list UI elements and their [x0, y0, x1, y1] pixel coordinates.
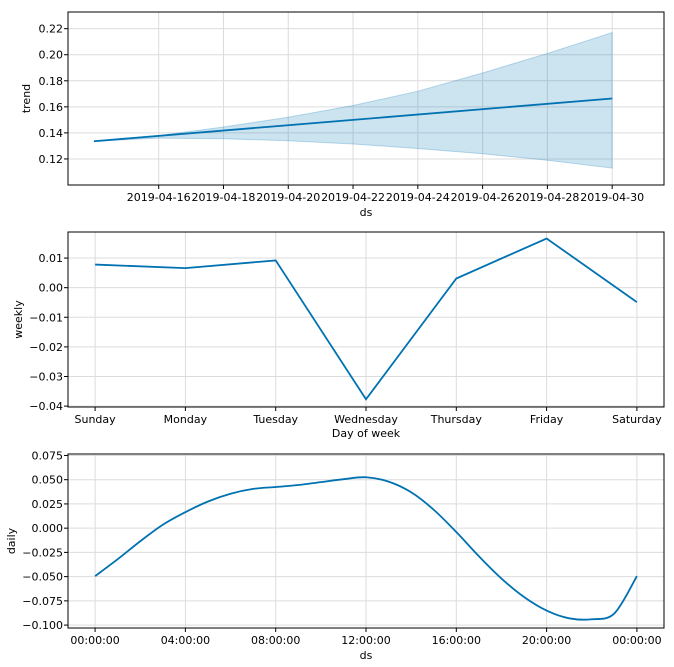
daily-x-ticks: 00:00:00 04:00:00 08:00:00 12:00:00 16:00:00…	[70, 628, 662, 647]
daily-lines	[94, 476, 638, 621]
y-tick-label: 0.000	[32, 522, 64, 535]
y-tick-label: 0.16	[39, 101, 64, 114]
x-tick-label: Sunday	[75, 413, 117, 426]
trend-x-axis-label: ds	[360, 206, 373, 219]
panel-trend: 2019-04-16 2019-04-18 2019-04-20 2019-04-22…	[20, 11, 665, 219]
y-tick-label: 0.14	[39, 127, 64, 140]
weekly-grid	[68, 232, 664, 407]
x-tick-label: 2019-04-16	[127, 191, 191, 204]
trend-plot-frame	[67, 11, 665, 186]
weekly-lines	[95, 237, 638, 401]
trend-grid	[68, 12, 664, 185]
y-tick-label: −0.025	[22, 546, 63, 559]
trend-y-ticks: 0.12 0.14 0.16 0.18 0.20 0.22	[39, 23, 68, 166]
x-tick-label: Thursday	[430, 413, 483, 426]
daily-y-axis-label: daily	[5, 527, 18, 554]
x-tick-label: Friday	[530, 413, 564, 426]
y-tick-label: −0.01	[29, 311, 63, 324]
x-tick-label: 12:00:00	[341, 634, 390, 647]
x-tick-label: 2019-04-22	[321, 191, 385, 204]
y-tick-label: 0.050	[32, 474, 64, 487]
trend-lines	[93, 97, 613, 143]
weekly-series-line	[95, 237, 638, 401]
x-tick-label: 2019-04-30	[580, 191, 644, 204]
y-tick-label: 0.00	[39, 282, 64, 295]
y-tick-label: −0.03	[29, 371, 63, 384]
y-tick-label: 0.20	[39, 49, 64, 62]
x-tick-label: Wednesday	[334, 413, 398, 426]
y-tick-label: −0.04	[29, 400, 63, 413]
x-tick-label: 08:00:00	[251, 634, 300, 647]
x-tick-label: 2019-04-20	[256, 191, 320, 204]
weekly-y-ticks: −0.04 −0.03 −0.02 −0.01 0.00 0.01	[29, 252, 68, 413]
y-tick-label: 0.22	[39, 23, 64, 36]
weekly-y-axis-label: weekly	[12, 300, 25, 339]
daily-y-ticks: −0.100 −0.075 −0.050 −0.025 0.000 0.025 0.050 0…	[22, 449, 68, 632]
y-tick-label: 0.01	[39, 252, 64, 265]
trend-x-ticks: 2019-04-16 2019-04-18 2019-04-20 2019-04-22…	[127, 185, 644, 204]
panel-daily: 00:00:00 04:00:00 08:00:00 12:00:00 16:00:00…	[5, 449, 665, 662]
x-tick-label: Monday	[164, 413, 208, 426]
weekly-x-ticks: Sunday Monday Tuesday Wednesday Thursday Frid…	[75, 407, 662, 426]
daily-series-line	[94, 476, 638, 621]
weekly-x-axis-label: Day of week	[332, 427, 401, 440]
y-tick-label: −0.075	[22, 595, 63, 608]
daily-x-axis-label: ds	[360, 649, 373, 662]
trend-y-axis-label: trend	[20, 84, 33, 113]
y-tick-label: 0.025	[32, 498, 64, 511]
x-tick-label: Saturday	[612, 413, 662, 426]
x-tick-label: 20:00:00	[522, 634, 571, 647]
y-tick-label: 0.075	[32, 449, 64, 462]
x-tick-label: 2019-04-28	[515, 191, 579, 204]
x-tick-label: 16:00:00	[432, 634, 481, 647]
x-tick-label: 2019-04-26	[451, 191, 515, 204]
y-tick-label: −0.050	[22, 571, 63, 584]
trend-uncertainty-band	[93, 31, 613, 169]
x-tick-label: 00:00:00	[70, 634, 119, 647]
panel-weekly: Sunday Monday Tuesday Wednesday Thursday Frid…	[12, 231, 665, 440]
x-tick-label: 2019-04-24	[386, 191, 450, 204]
y-tick-label: 0.18	[39, 75, 64, 88]
y-tick-label: 0.12	[39, 153, 64, 166]
trend-series-line	[93, 97, 613, 143]
x-tick-label: 00:00:00	[612, 634, 661, 647]
y-tick-label: −0.02	[29, 341, 63, 354]
y-tick-label: −0.100	[22, 619, 63, 632]
daily-grid	[68, 454, 664, 628]
x-tick-label: 2019-04-18	[192, 191, 256, 204]
x-tick-label: Tuesday	[252, 413, 298, 426]
x-tick-label: 04:00:00	[161, 634, 210, 647]
trend-band	[93, 31, 613, 169]
